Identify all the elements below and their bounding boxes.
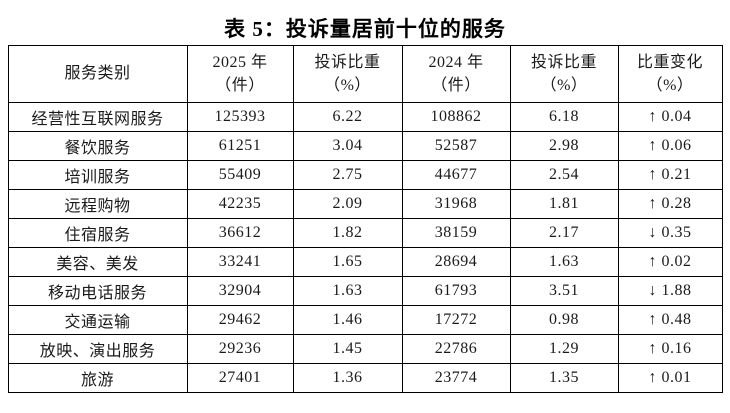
category-cell: 美容、美发 <box>7 247 188 277</box>
header-share-2024: 投诉比重 （%） <box>509 45 619 103</box>
count-2025-cell: 125393 <box>186 102 294 132</box>
count-2024-cell: 44677 <box>401 160 511 190</box>
change-cell: ↓ 1.88 <box>617 276 723 306</box>
table-body: 经营性互联网服务 125393 6.22 108862 6.18 ↑ 0.04 餐饮服务 61… <box>7 102 723 393</box>
header-row: 服务类别 2025 年 （件） 投诉比重 （%） 2024 年 （件） 投诉比重 <box>7 45 723 103</box>
count-2025-cell: 55409 <box>186 160 294 190</box>
share-2024-cell: 1.81 <box>509 189 619 219</box>
header-count-2025-unit: （件） <box>215 77 265 94</box>
share-2025-cell: 1.45 <box>292 334 403 364</box>
header-category: 服务类别 <box>7 45 188 103</box>
change-cell: ↑ 0.16 <box>617 334 723 364</box>
header-count-2024: 2024 年 （件） <box>401 45 511 103</box>
count-2025-cell: 61251 <box>186 131 294 161</box>
table-row: 经营性互联网服务 125393 6.22 108862 6.18 ↑ 0.04 <box>7 102 723 132</box>
change-cell: ↑ 0.01 <box>617 363 723 393</box>
change-cell: ↑ 0.04 <box>617 102 723 132</box>
header-share-2025-label: 投诉比重 <box>314 53 381 71</box>
header-count-2024-unit: （件） <box>431 77 481 94</box>
share-2024-cell: 2.54 <box>509 160 619 190</box>
header-change-label: 比重变化 <box>636 53 703 71</box>
share-2025-cell: 1.46 <box>292 305 403 335</box>
header-count-2024-label: 2024 年 <box>428 53 484 71</box>
count-2024-cell: 23774 <box>401 363 511 393</box>
table-row: 远程购物 42235 2.09 31968 1.81 ↑ 0.28 <box>7 189 723 219</box>
count-2024-cell: 52587 <box>401 131 511 161</box>
table-row: 移动电话服务 32904 1.63 61793 3.51 ↓ 1.88 <box>7 276 723 306</box>
count-2025-cell: 27401 <box>186 363 294 393</box>
table-row: 放映、演出服务 29236 1.45 22786 1.29 ↑ 0.16 <box>7 334 723 364</box>
share-2024-cell: 1.29 <box>509 334 619 364</box>
category-cell: 放映、演出服务 <box>7 334 188 364</box>
count-2025-cell: 29236 <box>186 334 294 364</box>
category-cell: 移动电话服务 <box>7 276 188 306</box>
share-2024-cell: 1.35 <box>509 363 619 393</box>
category-cell: 住宿服务 <box>7 218 188 248</box>
table-row: 餐饮服务 61251 3.04 52587 2.98 ↑ 0.06 <box>7 131 723 161</box>
table-row: 住宿服务 36612 1.82 38159 2.17 ↓ 0.35 <box>7 218 723 248</box>
count-2024-cell: 17272 <box>401 305 511 335</box>
category-cell: 餐饮服务 <box>7 131 188 161</box>
category-cell: 交通运输 <box>7 305 188 335</box>
header-share-2024-label: 投诉比重 <box>530 53 597 71</box>
table-row: 培训服务 55409 2.75 44677 2.54 ↑ 0.21 <box>7 160 723 190</box>
table-row: 交通运输 29462 1.46 17272 0.98 ↑ 0.48 <box>7 305 723 335</box>
table-row: 旅游 27401 1.36 23774 1.35 ↑ 0.01 <box>7 363 723 393</box>
share-2024-cell: 2.98 <box>509 131 619 161</box>
share-2024-cell: 6.18 <box>509 102 619 132</box>
count-2024-cell: 61793 <box>401 276 511 306</box>
header-category-label: 服务类别 <box>64 65 131 83</box>
share-2025-cell: 3.04 <box>292 131 403 161</box>
count-2025-cell: 36612 <box>186 218 294 248</box>
header-share-2025-unit: （%） <box>324 77 371 94</box>
share-2025-cell: 6.22 <box>292 102 403 132</box>
category-cell: 远程购物 <box>7 189 188 219</box>
count-2025-cell: 33241 <box>186 247 294 277</box>
category-cell: 旅游 <box>7 363 188 393</box>
category-cell: 经营性互联网服务 <box>7 102 188 132</box>
change-cell: ↑ 0.06 <box>617 131 723 161</box>
share-2024-cell: 2.17 <box>509 218 619 248</box>
share-2024-cell: 3.51 <box>509 276 619 306</box>
count-2025-cell: 32904 <box>186 276 294 306</box>
header-share-2025: 投诉比重 （%） <box>292 45 403 103</box>
share-2025-cell: 2.09 <box>292 189 403 219</box>
count-2025-cell: 42235 <box>186 189 294 219</box>
share-2025-cell: 1.65 <box>292 247 403 277</box>
count-2024-cell: 31968 <box>401 189 511 219</box>
table-row: 美容、美发 33241 1.65 28694 1.63 ↑ 0.02 <box>7 247 723 277</box>
share-2025-cell: 1.36 <box>292 363 403 393</box>
table-title: 表 5：投诉量居前十位的服务 <box>224 17 506 41</box>
header-change-unit: （%） <box>646 77 694 94</box>
count-2025-cell: 29462 <box>186 305 294 335</box>
count-2024-cell: 28694 <box>401 247 511 277</box>
header-change: 比重变化 （%） <box>617 45 723 103</box>
count-2024-cell: 22786 <box>401 334 511 364</box>
share-2025-cell: 1.82 <box>292 218 403 248</box>
table-header: 服务类别 2025 年 （件） 投诉比重 （%） 2024 年 （件） 投诉比重 <box>7 45 723 103</box>
change-cell: ↑ 0.48 <box>617 305 723 335</box>
share-2025-cell: 1.63 <box>292 276 403 306</box>
header-share-2024-unit: （%） <box>540 77 588 94</box>
change-cell: ↑ 0.28 <box>617 189 723 219</box>
count-2024-cell: 38159 <box>401 218 511 248</box>
change-cell: ↑ 0.21 <box>617 160 723 190</box>
change-cell: ↓ 0.35 <box>617 218 723 248</box>
header-count-2025: 2025 年 （件） <box>186 45 294 103</box>
share-2025-cell: 2.75 <box>292 160 403 190</box>
category-cell: 培训服务 <box>7 160 188 190</box>
share-2024-cell: 0.98 <box>509 305 619 335</box>
complaints-table: 服务类别 2025 年 （件） 投诉比重 （%） 2024 年 （件） 投诉比重 <box>7 45 723 393</box>
header-count-2025-label: 2025 年 <box>212 53 268 71</box>
share-2024-cell: 1.63 <box>509 247 619 277</box>
count-2024-cell: 108862 <box>401 102 511 132</box>
change-cell: ↑ 0.02 <box>617 247 723 277</box>
